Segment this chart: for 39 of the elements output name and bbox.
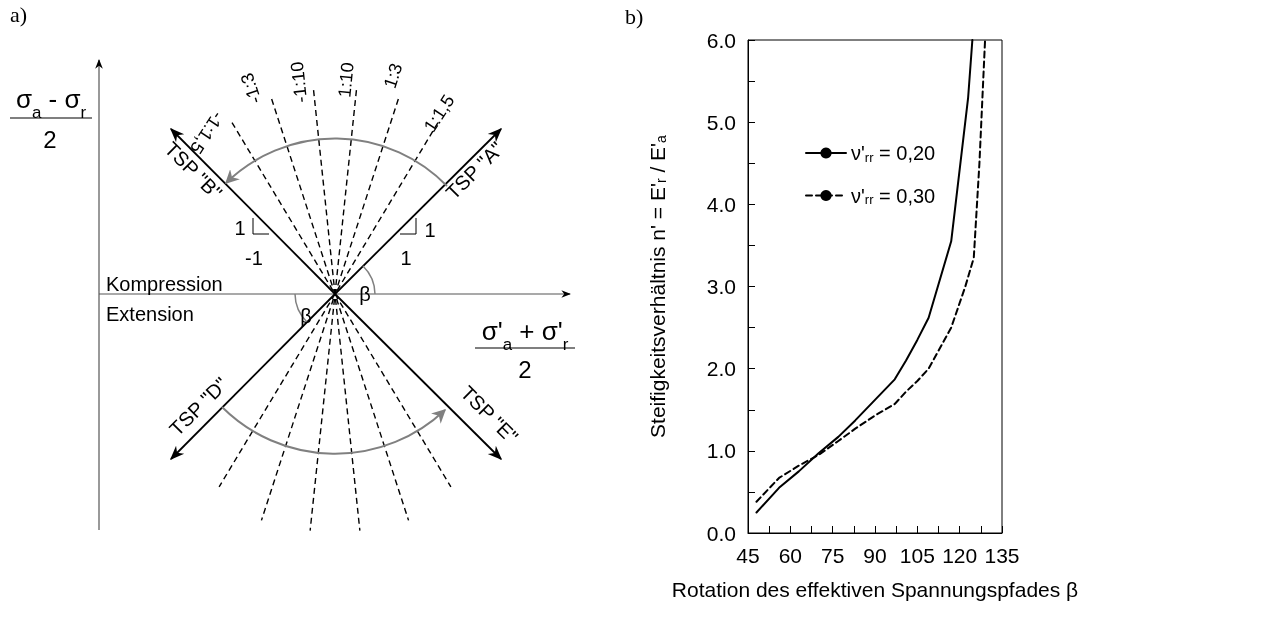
legend-label: ν'rr = 0,20 (851, 142, 936, 165)
legend-label: ν'rr = 0,30 (851, 184, 936, 207)
text: 1 (234, 217, 246, 240)
text: -1:3 (236, 70, 266, 107)
text: β (359, 283, 371, 306)
x-tick-label: 75 (820, 544, 845, 567)
y-tick-label: 6.0 (706, 28, 736, 52)
text: σ$_{a}$ - σ$_{r}$ (15, 84, 87, 122)
x-tick-label: 60 (778, 544, 803, 567)
text: 1 (400, 247, 412, 270)
x-tick-label: 120 (942, 544, 978, 567)
x-tick-label: 135 (984, 544, 1020, 567)
text: -1 (245, 247, 263, 270)
x-tick-label: 90 (863, 544, 887, 567)
text: Extension (106, 303, 194, 326)
text: 1 (424, 219, 436, 242)
y-tick-label: 2.0 (706, 357, 736, 381)
y-tick-label: 1.0 (706, 439, 736, 463)
text: 1:3 (379, 60, 407, 91)
text: a) (10, 2, 28, 27)
text: β (300, 305, 312, 328)
y-tick-label: 5.0 (706, 110, 736, 134)
x-tick-label: 45 (736, 544, 760, 567)
text: TSP "D" (165, 373, 233, 441)
x-axis-title: Rotation des effektiven Spannungspfades β (671, 578, 1079, 601)
text: TSP "E" (456, 381, 523, 448)
text: -1:10 (286, 60, 311, 104)
text: 2 (518, 356, 532, 384)
text: 1:10 (333, 61, 358, 99)
y-tick-label: 4.0 (706, 192, 736, 216)
chart-title: b) (625, 3, 644, 29)
text: σ'$_{a}$ + σ'$_{r}$ (481, 316, 569, 354)
text: Kompression (106, 273, 223, 296)
text: 2 (43, 126, 57, 154)
text: TSP "A" (441, 137, 508, 204)
y-tick-label: 0.0 (706, 521, 736, 545)
x-tick-label: 105 (899, 544, 935, 567)
y-tick-label: 3.0 (706, 275, 736, 298)
y-axis-title: Steifigkeitsverhältnis n' = E'r / E'a (645, 134, 669, 438)
